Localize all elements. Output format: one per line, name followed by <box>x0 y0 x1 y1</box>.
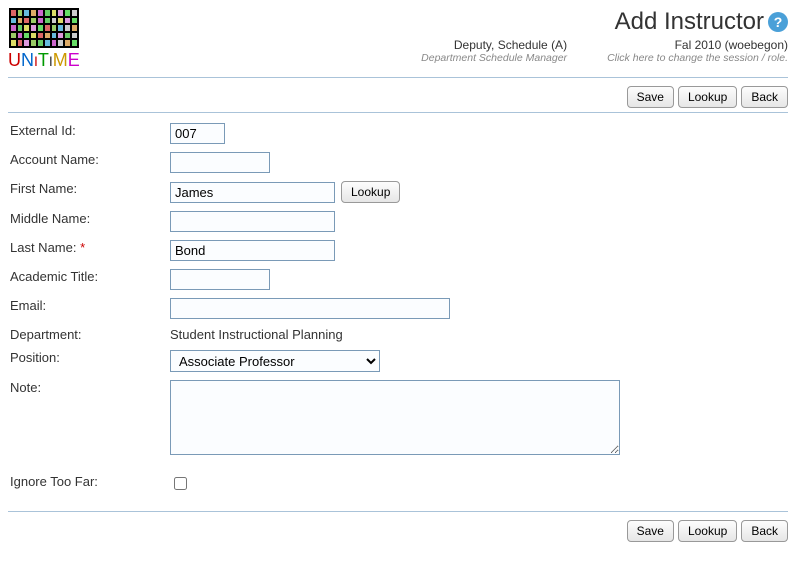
instructor-form: External Id: Account Name: First Name: L… <box>8 119 788 497</box>
middle-name-field[interactable] <box>170 211 335 232</box>
ignore-too-far-checkbox[interactable] <box>174 477 187 490</box>
note-textarea[interactable] <box>170 380 620 455</box>
help-icon[interactable]: ? <box>768 12 788 32</box>
back-button[interactable]: Back <box>741 86 788 108</box>
back-button-bottom[interactable]: Back <box>741 520 788 542</box>
position-select[interactable]: Associate Professor <box>170 350 380 372</box>
label-position: Position: <box>8 346 168 376</box>
session-user[interactable]: Deputy, Schedule (A) Department Schedule… <box>421 38 567 64</box>
first-name-field[interactable] <box>170 182 335 203</box>
session-term-name: Fal 2010 (woebegon) <box>607 38 788 52</box>
toolbar-top: Save Lookup Back <box>8 77 788 113</box>
label-external-id: External Id: <box>8 119 168 148</box>
department-value: Student Instructional Planning <box>170 327 343 342</box>
lookup-button[interactable]: Lookup <box>678 86 737 108</box>
label-last-name: Last Name: * <box>8 236 168 265</box>
account-name-field[interactable] <box>170 152 270 173</box>
label-account-name: Account Name: <box>8 148 168 177</box>
save-button-bottom[interactable]: Save <box>627 520 674 542</box>
save-button[interactable]: Save <box>627 86 674 108</box>
toolbar-bottom: Save Lookup Back <box>8 511 788 544</box>
email-field[interactable] <box>170 298 450 319</box>
page-title: Add Instructor <box>615 8 764 36</box>
logo-text: UNITIME <box>8 50 80 71</box>
session-user-name: Deputy, Schedule (A) <box>421 38 567 52</box>
label-department: Department: <box>8 323 168 346</box>
label-note: Note: <box>8 376 168 462</box>
logo-pixels <box>9 8 79 48</box>
session-term[interactable]: Fal 2010 (woebegon) Click here to change… <box>607 38 788 64</box>
label-middle-name: Middle Name: <box>8 207 168 236</box>
session-term-sub: Click here to change the session / role. <box>607 52 788 64</box>
label-email: Email: <box>8 294 168 323</box>
label-first-name: First Name: <box>8 177 168 207</box>
label-ignore-too-far: Ignore Too Far: <box>8 462 168 497</box>
external-id-field[interactable] <box>170 123 225 144</box>
first-name-lookup-button[interactable]: Lookup <box>341 181 400 203</box>
label-academic-title: Academic Title: <box>8 265 168 294</box>
last-name-field[interactable] <box>170 240 335 261</box>
lookup-button-bottom[interactable]: Lookup <box>678 520 737 542</box>
logo: UNITIME <box>8 8 80 71</box>
academic-title-field[interactable] <box>170 269 270 290</box>
session-user-role: Department Schedule Manager <box>421 52 567 64</box>
